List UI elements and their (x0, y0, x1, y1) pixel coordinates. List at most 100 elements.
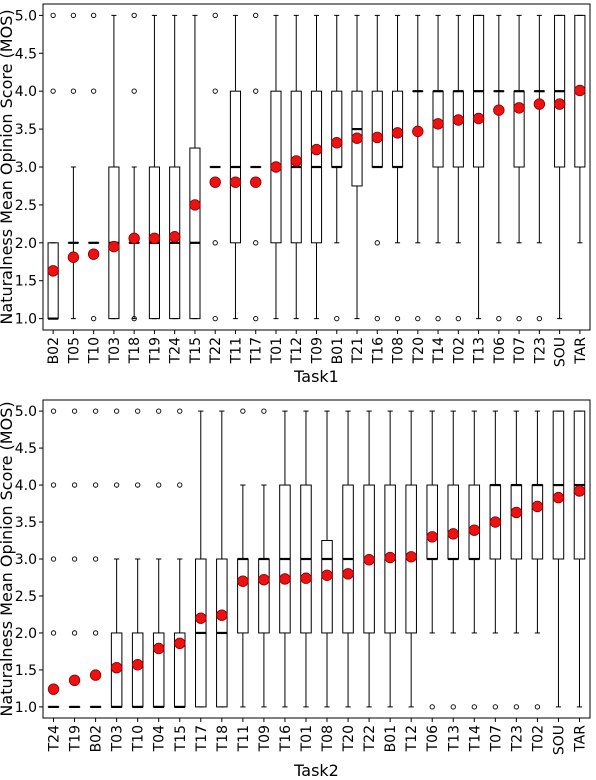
mean-marker-T09 (258, 574, 270, 586)
box-T13 (447, 410, 460, 710)
iqr-box (447, 484, 460, 560)
mean-marker-T06 (493, 104, 505, 116)
mean-marker-T17 (195, 612, 207, 624)
outlier-point (212, 315, 218, 322)
mean-marker-T06 (426, 531, 438, 543)
y-tick-label: 1.0 (15, 700, 37, 716)
x-tick-label: T20 (341, 725, 357, 752)
mean-marker-T18 (128, 232, 140, 244)
mean-marker-T14 (468, 524, 480, 536)
outlier-point (513, 704, 520, 710)
y-axis-label: Naturalness Mean Opinion Score (MOS) (0, 9, 16, 324)
box-T20 (342, 410, 354, 708)
x-tick-label: B01 (383, 725, 399, 752)
x-tick-label: T13 (446, 725, 462, 752)
mean-marker-T04 (153, 642, 165, 655)
mean-marker-B02 (89, 669, 102, 681)
box-T18 (128, 12, 140, 322)
outlier-point (131, 315, 137, 322)
x-tick-label: B01 (330, 337, 346, 364)
outlier-point (394, 315, 401, 322)
mean-marker-T09 (310, 143, 323, 156)
outlier-point (177, 408, 183, 414)
outlier-point (429, 704, 435, 710)
x-tick-label: T23 (509, 725, 525, 752)
mean-marker-T10 (131, 659, 144, 671)
mean-marker-T17 (250, 176, 262, 188)
x-tick-label: T14 (431, 337, 447, 364)
x-tick-label: T22 (208, 337, 224, 364)
box-SOU (554, 14, 566, 320)
iqr-box (331, 90, 343, 168)
outlier-point (471, 704, 477, 710)
box-T24 (169, 14, 181, 320)
mean-marker-B01 (384, 551, 396, 564)
box-T17 (250, 12, 262, 322)
x-tick-label: T13 (472, 337, 488, 364)
mean-marker-T23 (533, 98, 546, 110)
mean-marker-T07 (513, 102, 525, 114)
box-T02 (531, 410, 544, 710)
mean-marker-T23 (510, 506, 523, 519)
box-T06 (426, 410, 438, 710)
mean-marker-T12 (290, 155, 302, 167)
box-T14 (432, 14, 444, 322)
outlier-point (374, 315, 380, 322)
x-tick-label: T17 (249, 337, 265, 364)
outlier-point (334, 315, 340, 322)
mean-marker-T15 (174, 637, 186, 650)
box-T09 (258, 408, 270, 708)
outlier-point (50, 630, 57, 636)
iqr-box (510, 484, 523, 560)
outlier-point (534, 704, 541, 710)
x-tick-label: T07 (512, 337, 528, 364)
mean-marker-SOU (552, 491, 565, 504)
mean-marker-T10 (87, 248, 100, 260)
box-T03 (108, 14, 120, 320)
mean-marker-T16 (279, 573, 291, 585)
outlier-point (135, 482, 141, 488)
x-tick-label: T21 (350, 337, 366, 364)
box-T19 (68, 408, 81, 709)
box-T15 (189, 14, 201, 320)
mean-marker-T20 (412, 125, 424, 138)
x-tick-label: T07 (488, 725, 504, 752)
outlier-point (240, 408, 246, 414)
mean-marker-T02 (452, 114, 465, 126)
outlier-point (50, 12, 56, 19)
x-tick-label: T19 (68, 725, 84, 752)
mean-marker-T18 (216, 609, 228, 621)
box-T11 (237, 408, 249, 708)
x-tick-label: T23 (532, 337, 548, 364)
iqr-box (468, 484, 481, 560)
iqr-box (371, 90, 383, 168)
outlier-point (156, 482, 162, 488)
outlier-point (71, 408, 78, 414)
box-T17 (195, 410, 207, 708)
outlier-point (253, 240, 259, 246)
iqr-box (321, 540, 333, 634)
outlier-point (455, 315, 461, 322)
outlier-point (113, 408, 120, 414)
x-tick-label: T16 (278, 725, 294, 752)
y-tick-label: 4.5 (15, 441, 37, 457)
outlier-point (131, 88, 137, 94)
outlier-point (435, 315, 441, 322)
iqr-box (47, 242, 59, 320)
mean-marker-T24 (168, 231, 181, 243)
outlier-point (135, 408, 141, 414)
y-tick-label: 2.5 (15, 589, 37, 605)
mean-marker-T20 (342, 568, 354, 580)
y-tick-label: 5.0 (15, 404, 37, 420)
outlier-point (50, 88, 56, 94)
y-tick-label: 3.0 (15, 160, 37, 176)
x-tick-label: T11 (236, 725, 252, 752)
x-tick-label: T04 (152, 725, 168, 752)
y-tick-label: 5.0 (15, 8, 37, 24)
mean-marker-T16 (371, 131, 383, 144)
mean-marker-T19 (148, 232, 161, 244)
x-tick-label: T06 (425, 725, 441, 752)
box-T14 (468, 410, 481, 710)
plot-frame (42, 399, 591, 719)
